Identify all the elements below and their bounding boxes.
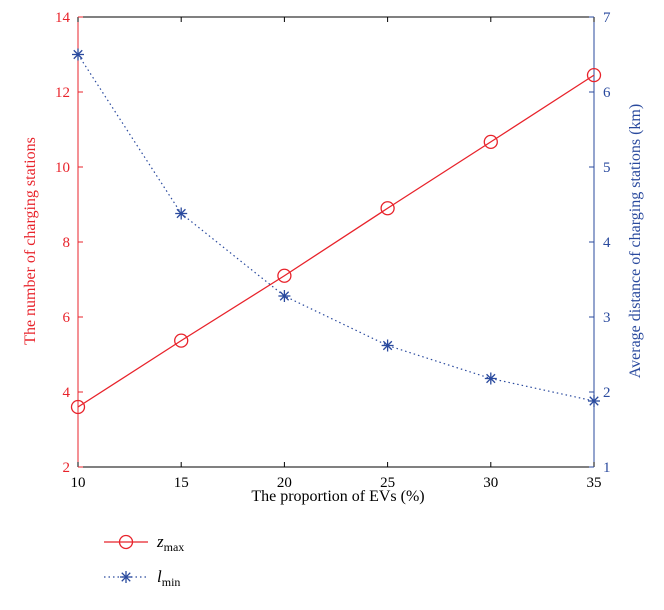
x-tick-label: 15 (174, 475, 189, 491)
x-tick-label: 35 (587, 475, 602, 491)
data-point-l-min (588, 395, 600, 407)
x-tick-label: 25 (380, 475, 395, 491)
x-tick-label: 20 (277, 475, 292, 491)
data-point-z-max (277, 268, 292, 283)
legend-label: lmin (157, 567, 180, 589)
legend-marker (120, 571, 132, 583)
data-point-l-min (484, 372, 497, 385)
right-y-tick-label: 5 (603, 160, 611, 176)
data-point-l-min (278, 290, 291, 302)
x-tick-label: 10 (71, 475, 86, 491)
data-point-z-max (174, 333, 189, 348)
data-point-l-min (72, 48, 84, 61)
series-line-z-max (77, 74, 595, 408)
x-axis-label: The proportion of EVs (%) (251, 488, 424, 505)
right-y-tick-label: 6 (603, 85, 611, 101)
left-y-tick-label: 4 (63, 385, 71, 401)
legend-marker (118, 534, 134, 550)
legend: zmax lmin (104, 532, 184, 589)
legend-label: zmax (156, 532, 184, 554)
left-y-tick-label: 6 (63, 310, 71, 326)
data-point-z-max (70, 399, 86, 415)
right-y-axis-label: Average distance of charging stations (k… (627, 104, 644, 378)
x-tick-label: 30 (483, 475, 498, 491)
series-line-l-min (77, 54, 595, 402)
left-y-tick-label: 8 (63, 235, 71, 251)
left-y-tick-label: 14 (55, 10, 71, 26)
data-point-l-min (381, 339, 394, 352)
data-point-z-max (586, 67, 602, 83)
left-y-tick-label: 2 (63, 460, 71, 476)
right-y-tick-label: 7 (603, 10, 611, 26)
right-y-tick-label: 2 (603, 385, 611, 401)
left-y-axis-label: The number of charging stations (22, 137, 39, 345)
left-y-tick-label: 10 (55, 160, 70, 176)
data-point-z-max (380, 201, 395, 216)
data-point-l-min (175, 207, 188, 220)
data-point-z-max (483, 134, 498, 150)
right-y-tick-label: 1 (603, 460, 611, 476)
left-y-tick-label: 12 (55, 85, 70, 101)
right-y-tick-label: 3 (603, 310, 611, 326)
right-y-tick-label: 4 (603, 235, 611, 251)
